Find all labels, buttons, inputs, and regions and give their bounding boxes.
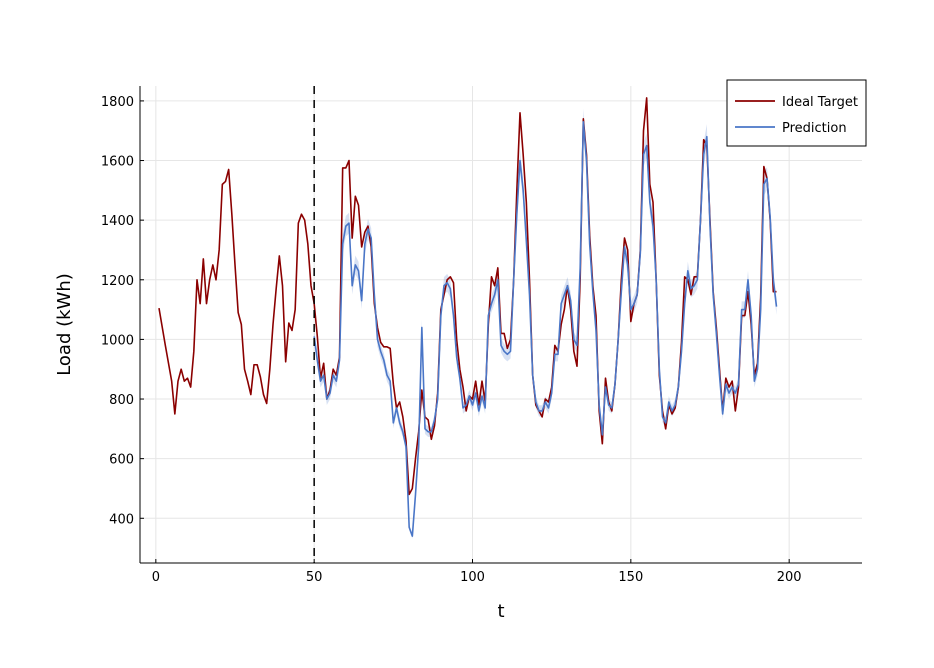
series-1-line <box>313 120 778 537</box>
y-tick-label: 800 <box>109 393 134 408</box>
y-tick-label: 400 <box>109 512 134 527</box>
tick-labels: 0 50 100 150 200 400 600 800 1000 1200 1400 1600 180… <box>101 95 802 585</box>
x-axis-title: t <box>497 601 504 622</box>
y-tick-label: 1800 <box>101 95 134 110</box>
x-tick-label: 100 <box>460 570 485 585</box>
series-0-line <box>158 97 777 496</box>
y-tick-label: 1600 <box>101 155 134 170</box>
y-tick-label: 1200 <box>101 274 134 289</box>
x-tick-label: 150 <box>618 570 643 585</box>
legend: Ideal Target Prediction <box>726 79 867 147</box>
y-tick-label: 1400 <box>101 214 134 229</box>
series-layer <box>158 97 778 537</box>
y-axis-title: Load (kWh) <box>54 273 75 376</box>
y-tick-label: 1000 <box>101 333 134 348</box>
legend-label: Ideal Target <box>782 95 858 110</box>
legend-box <box>726 79 867 147</box>
legend-label: Prediction <box>782 121 847 136</box>
x-tick-label: 50 <box>306 570 323 585</box>
x-tick-label: 0 <box>152 570 160 585</box>
x-tick-label: 200 <box>777 570 802 585</box>
y-tick-label: 600 <box>109 453 134 468</box>
axes <box>139 86 862 564</box>
